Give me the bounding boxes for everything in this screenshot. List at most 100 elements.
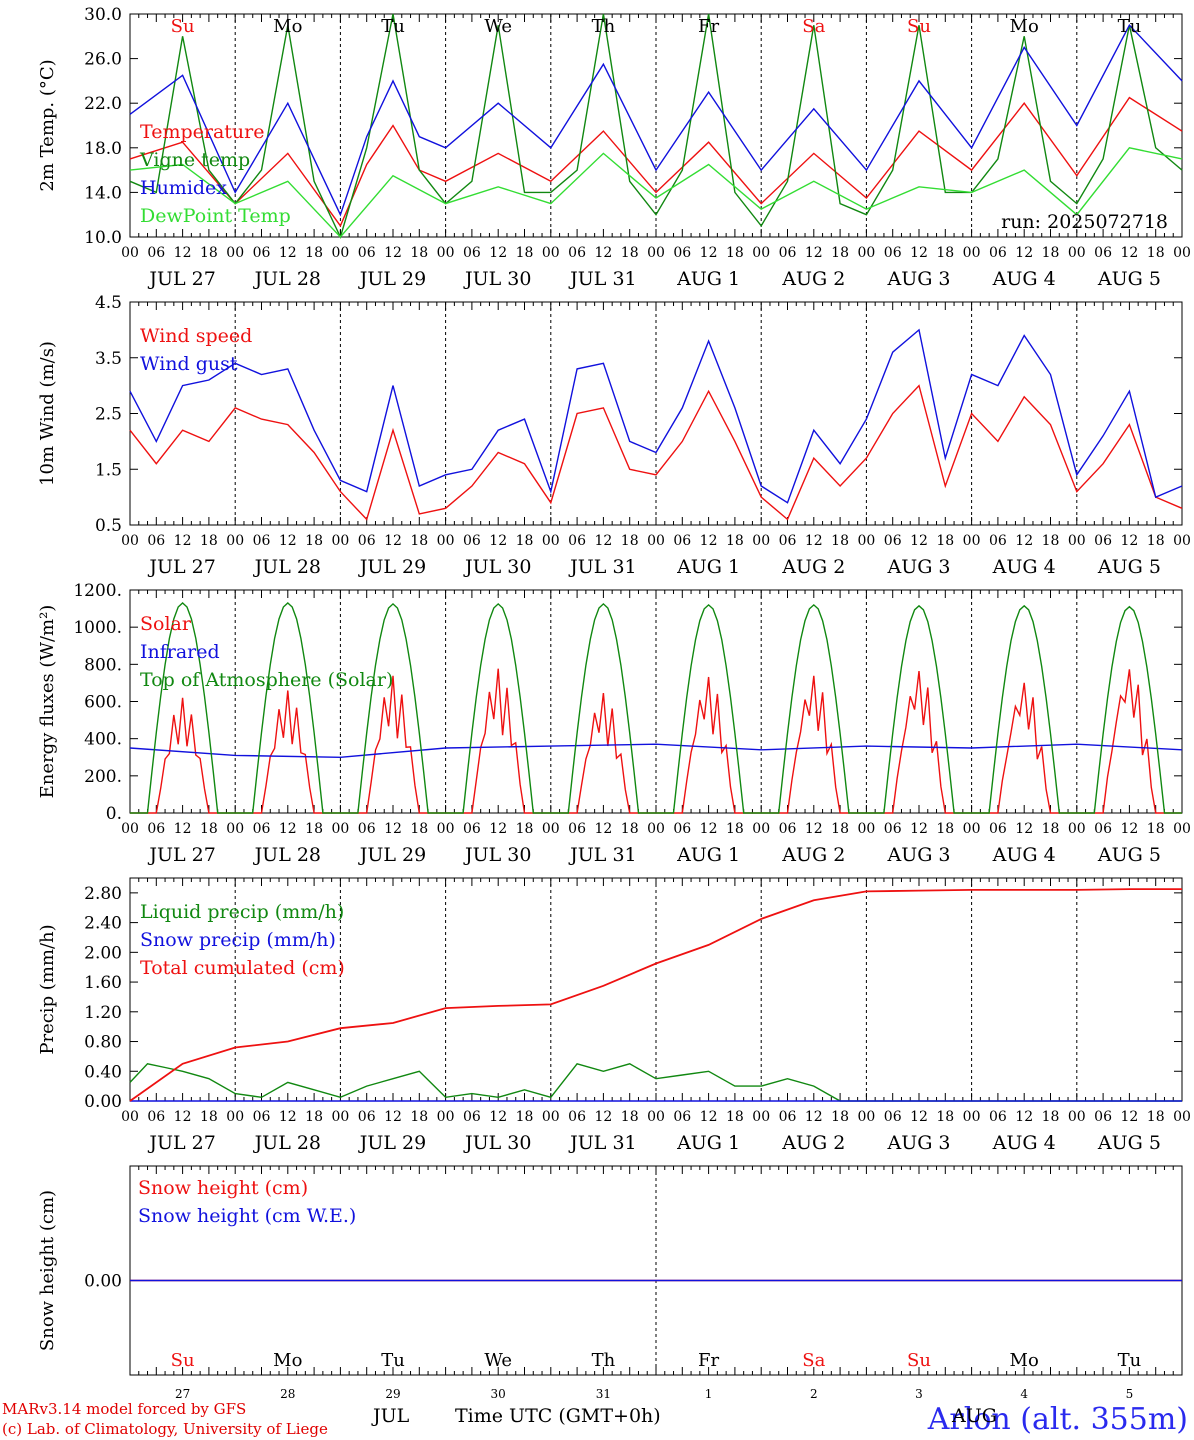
hour-tick-label: 06 bbox=[779, 1109, 797, 1125]
date-label: AUG 2 bbox=[781, 1132, 845, 1154]
weekday-label-bottom: Su bbox=[171, 1350, 195, 1371]
y-tick-label: 3.5 bbox=[95, 349, 122, 369]
hour-tick-label: 06 bbox=[568, 821, 586, 837]
hour-tick-label: 12 bbox=[805, 1109, 823, 1125]
panel-5 bbox=[129, 1165, 1183, 1376]
hour-tick-label: 00 bbox=[963, 245, 981, 261]
date-label: AUG 1 bbox=[676, 1132, 740, 1154]
date-label: JUL 31 bbox=[568, 844, 636, 866]
hour-tick-label: 00 bbox=[121, 1109, 139, 1125]
date-label: AUG 3 bbox=[886, 1132, 950, 1154]
hour-tick-label: 12 bbox=[279, 1109, 297, 1125]
hour-tick-label: 00 bbox=[857, 821, 875, 837]
hour-tick-label: 18 bbox=[516, 245, 534, 261]
hour-tick-label: 12 bbox=[910, 821, 928, 837]
hour-tick-label: 06 bbox=[568, 533, 586, 549]
y-tick-label: 0.00 bbox=[84, 1092, 122, 1112]
hour-tick-label: 12 bbox=[1120, 1109, 1138, 1125]
hour-tick-label: 12 bbox=[384, 245, 402, 261]
hour-tick-label: 18 bbox=[200, 821, 218, 837]
hour-tick-label: 18 bbox=[726, 533, 744, 549]
hour-tick-label: 18 bbox=[1042, 821, 1060, 837]
hour-tick-label: 06 bbox=[779, 245, 797, 261]
hour-tick-label: 12 bbox=[174, 245, 192, 261]
hour-tick-label: 18 bbox=[831, 245, 849, 261]
y-axis-label: Precip (mm/h) bbox=[37, 924, 58, 1054]
hour-tick-label: 00 bbox=[331, 245, 349, 261]
hour-tick-label: 00 bbox=[1173, 1109, 1191, 1125]
hour-tick-label: 12 bbox=[910, 245, 928, 261]
day-number-label: 2 bbox=[810, 1387, 818, 1401]
hour-tick-label: 12 bbox=[910, 533, 928, 549]
y-tick-label: 1200. bbox=[73, 581, 122, 601]
weekday-label-top: Fr bbox=[698, 16, 719, 37]
hour-tick-label: 12 bbox=[910, 1109, 928, 1125]
panel-3 bbox=[129, 589, 1183, 814]
hour-tick-label: 06 bbox=[1094, 1109, 1112, 1125]
hour-tick-label: 00 bbox=[647, 245, 665, 261]
hour-tick-label: 06 bbox=[253, 1109, 271, 1125]
hour-tick-label: 00 bbox=[1068, 1109, 1086, 1125]
hour-tick-label: 12 bbox=[1120, 533, 1138, 549]
hour-tick-label: 06 bbox=[568, 1109, 586, 1125]
weekday-label-bottom: Tu bbox=[1118, 1350, 1142, 1371]
weekday-label-bottom: Th bbox=[592, 1350, 616, 1371]
hour-tick-label: 18 bbox=[305, 245, 323, 261]
date-label: JUL 30 bbox=[463, 844, 531, 866]
date-label: JUL 27 bbox=[147, 1132, 215, 1154]
hour-tick-label: 18 bbox=[936, 533, 954, 549]
y-tick-label: 400. bbox=[84, 730, 122, 750]
y-axis-label: Snow height (cm) bbox=[37, 1190, 58, 1351]
hour-tick-label: 18 bbox=[936, 245, 954, 261]
legend-label: Snow height (cm) bbox=[138, 1177, 308, 1199]
date-label: JUL 30 bbox=[463, 556, 531, 578]
hour-tick-label: 00 bbox=[1173, 245, 1191, 261]
hour-tick-label: 12 bbox=[384, 1109, 402, 1125]
hour-tick-label: 18 bbox=[516, 533, 534, 549]
legend-label: Solar bbox=[140, 613, 192, 635]
date-label: AUG 5 bbox=[1097, 1132, 1161, 1154]
credit-line-1: MARv3.14 model forced by GFS bbox=[2, 1400, 247, 1418]
date-label: AUG 3 bbox=[886, 556, 950, 578]
hour-tick-label: 00 bbox=[1068, 821, 1086, 837]
hour-tick-label: 18 bbox=[1147, 1109, 1165, 1125]
hour-tick-label: 06 bbox=[147, 245, 165, 261]
hour-tick-label: 18 bbox=[726, 1109, 744, 1125]
hour-tick-label: 00 bbox=[963, 821, 981, 837]
hour-tick-label: 12 bbox=[1015, 245, 1033, 261]
hour-tick-label: 12 bbox=[174, 821, 192, 837]
day-number-label: 4 bbox=[1020, 1387, 1028, 1401]
panel-1 bbox=[129, 13, 1183, 239]
hour-tick-label: 18 bbox=[1042, 245, 1060, 261]
hour-tick-label: 06 bbox=[673, 245, 691, 261]
hour-tick-label: 18 bbox=[1042, 1109, 1060, 1125]
hour-tick-label: 00 bbox=[437, 245, 455, 261]
hour-tick-label: 00 bbox=[121, 245, 139, 261]
weekday-label-bottom: Tu bbox=[381, 1350, 405, 1371]
day-number-label: 30 bbox=[491, 1387, 506, 1401]
hour-tick-label: 06 bbox=[989, 821, 1007, 837]
hour-tick-label: 18 bbox=[726, 821, 744, 837]
hour-tick-label: 06 bbox=[463, 533, 481, 549]
date-label: JUL 28 bbox=[253, 556, 321, 578]
date-label: JUL 27 bbox=[147, 268, 215, 290]
hour-tick-label: 06 bbox=[253, 245, 271, 261]
hour-tick-label: 18 bbox=[410, 245, 428, 261]
weekday-label-top: Tu bbox=[381, 16, 405, 37]
date-label: AUG 5 bbox=[1097, 844, 1161, 866]
hour-tick-label: 00 bbox=[1173, 821, 1191, 837]
hour-tick-label: 12 bbox=[279, 821, 297, 837]
hour-tick-label: 18 bbox=[621, 1109, 639, 1125]
y-tick-label: 1.60 bbox=[84, 973, 122, 993]
legend-label: Temperature bbox=[140, 121, 264, 143]
hour-tick-label: 00 bbox=[857, 245, 875, 261]
hour-tick-label: 12 bbox=[384, 821, 402, 837]
date-label: AUG 2 bbox=[781, 268, 845, 290]
weekday-label-bottom: We bbox=[484, 1350, 512, 1371]
weekday-label-top: Tu bbox=[1118, 16, 1142, 37]
hour-tick-label: 06 bbox=[884, 533, 902, 549]
hour-tick-label: 18 bbox=[936, 821, 954, 837]
date-label: JUL 31 bbox=[568, 268, 636, 290]
hour-tick-label: 12 bbox=[384, 533, 402, 549]
legend-label: Snow precip (mm/h) bbox=[140, 929, 336, 951]
